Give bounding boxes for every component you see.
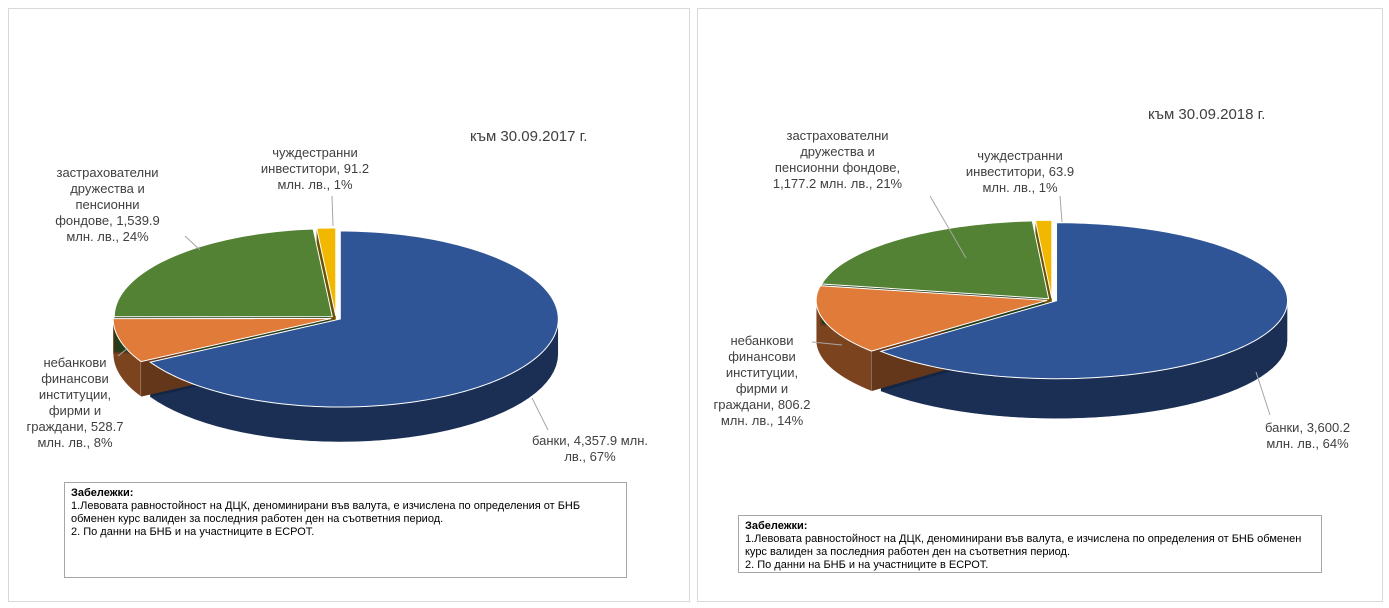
leader-line bbox=[811, 341, 843, 346]
data-label: небанкови финансови институции, фирми и … bbox=[712, 333, 812, 429]
note-line: 2. По данни на БНБ и на участниците в ЕС… bbox=[71, 526, 315, 538]
leader-line bbox=[1255, 371, 1271, 416]
chart-title: към 30.09.2018 г. bbox=[1148, 106, 1266, 123]
category-label: банки, bbox=[1264, 420, 1304, 435]
category-label: чуждестранни инвеститори, bbox=[260, 145, 358, 176]
note-line: 1.Левовата равностойност на ДЦК, деномин… bbox=[71, 500, 581, 525]
category-label: банки, bbox=[531, 433, 571, 448]
data-label: чуждестранни инвеститори, 91.2 млн. лв.,… bbox=[255, 145, 375, 193]
value-label: 1,177.2 млн. лв., 21% bbox=[772, 176, 903, 191]
value-label: 4,357.9 млн. лв., 67% bbox=[564, 433, 649, 464]
slice bbox=[820, 220, 1050, 300]
slice bbox=[112, 318, 332, 363]
slice bbox=[815, 285, 1048, 352]
value-label: 3,600.2 млн. лв., 64% bbox=[1266, 420, 1351, 451]
data-label: банки, 4,357.9 млн. лв., 67% bbox=[530, 433, 650, 465]
leader-line bbox=[531, 397, 549, 431]
category-label: застрахователни дружества и пенсионни фо… bbox=[774, 128, 901, 175]
slice bbox=[1034, 219, 1053, 299]
category-label: небанкови финансови институции, фирми и … bbox=[713, 333, 799, 412]
data-label: чуждестранни инвеститори, 63.9 млн. лв.,… bbox=[960, 148, 1080, 196]
leader-line bbox=[1059, 195, 1063, 223]
data-label: застрахователни дружества и пенсионни фо… bbox=[770, 128, 905, 192]
value-label: 806.2 млн. лв., 14% bbox=[720, 397, 811, 428]
category-label: чуждестранни инвеститори, bbox=[965, 148, 1063, 179]
value-label: 63.9 млн. лв., 1% bbox=[982, 164, 1075, 195]
note-line: 2. По данни на БНБ и на участниците в ЕС… bbox=[745, 559, 989, 571]
data-label: банки, 3,600.2 млн. лв., 64% bbox=[1250, 420, 1365, 452]
note-line: 1.Левовата равностойност на ДЦК, деномин… bbox=[745, 533, 1302, 558]
slice bbox=[316, 227, 337, 317]
value-label: 1,539.9 млн. лв., 24% bbox=[66, 213, 160, 244]
category-label: небанкови финансови институции, фирми и … bbox=[26, 355, 112, 434]
data-label: небанкови финансови институции, фирми и … bbox=[20, 355, 130, 451]
value-label: 91.2 млн. лв., 1% bbox=[277, 161, 370, 192]
leader-line bbox=[929, 195, 967, 259]
value-label: 528.7 млн. лв., 8% bbox=[37, 419, 124, 450]
data-label: застрахователни дружества и пенсионни фо… bbox=[45, 165, 170, 245]
slice bbox=[148, 230, 559, 408]
notes-box: Забележки: 1.Левовата равностойност на ДЦ… bbox=[738, 515, 1322, 573]
notes-title: Забележки: bbox=[745, 520, 808, 532]
leader-line bbox=[331, 195, 334, 227]
slice bbox=[113, 228, 333, 318]
leader-line bbox=[117, 347, 129, 357]
category-label: застрахователни дружества и пенсионни фо… bbox=[55, 165, 159, 228]
leader-line bbox=[184, 235, 201, 251]
slice bbox=[879, 222, 1289, 380]
chart-title: към 30.09.2017 г. bbox=[470, 128, 588, 145]
notes-title: Забележки: bbox=[71, 487, 134, 499]
notes-box: Забележки: 1.Левовата равностойност на ДЦ… bbox=[64, 482, 627, 578]
